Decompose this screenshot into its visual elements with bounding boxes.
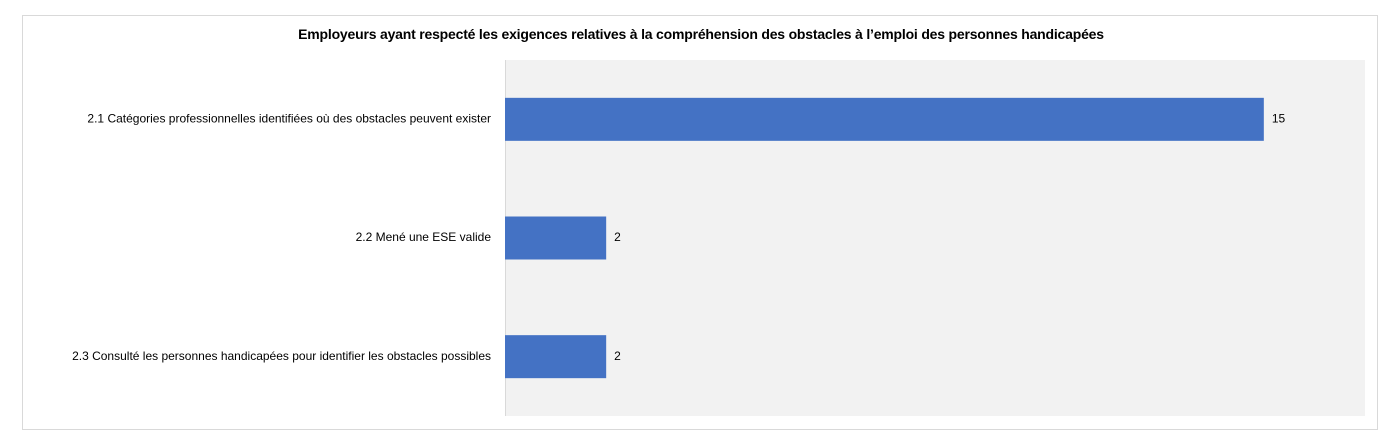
bars-group bbox=[505, 97, 1264, 379]
bar-3 bbox=[505, 335, 607, 379]
category-label-3: 2.3 Consulté les personnes handicapées p… bbox=[72, 349, 491, 363]
category-label-2: 2.2 Mené une ESE valide bbox=[356, 230, 492, 244]
category-label-1: 2.1 Catégories professionnelles identifi… bbox=[87, 112, 491, 126]
bar-2 bbox=[505, 216, 607, 260]
chart-title: Employeurs ayant respecté les exigences … bbox=[298, 26, 1104, 42]
category-labels-group: 2.1 Catégories professionnelles identifi… bbox=[72, 112, 491, 363]
bar-1 bbox=[505, 97, 1264, 141]
data-label-1: 15 bbox=[1272, 112, 1286, 126]
data-label-3: 2 bbox=[614, 349, 621, 363]
data-label-2: 2 bbox=[614, 230, 621, 244]
